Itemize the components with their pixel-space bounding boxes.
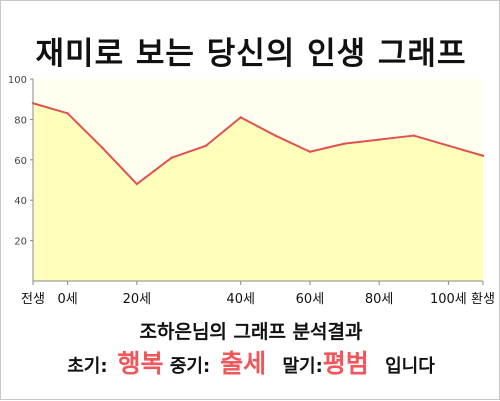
data-point (412, 134, 415, 137)
result-line: 초기: 행복 중기: 출세 말기:평범 입니다 (1, 347, 500, 384)
x-tick-label: 20세 (123, 292, 152, 307)
series-area (33, 103, 483, 282)
x-tick-label: 60세 (296, 292, 325, 307)
data-point (204, 144, 208, 147)
analysis-summary: 조하은님의 그래프 분석결과 (139, 321, 363, 343)
data-point (481, 154, 485, 157)
data-point (447, 144, 450, 147)
late-label: 말기: (282, 356, 323, 377)
x-tick-label: 80세 (365, 292, 394, 307)
data-point (343, 142, 346, 145)
middle-value: 출세 (220, 349, 267, 378)
data-point (377, 138, 381, 141)
early-value: 행복 (117, 349, 164, 378)
y-tick-label: 100 (8, 75, 27, 86)
y-tick-label: 20 (14, 237, 27, 248)
y-tick-label: 60 (14, 156, 27, 167)
x-tick-label: 40세 (226, 292, 255, 307)
x-tick-label: 환생 (471, 292, 495, 307)
result-suffix: 입니다 (385, 356, 435, 377)
data-point (135, 182, 139, 186)
late-value: 평범 (322, 349, 369, 378)
data-point (66, 112, 69, 115)
data-point (308, 150, 312, 153)
x-tick-label: 전생 (21, 292, 45, 307)
data-point (170, 156, 173, 159)
series-line (32, 102, 484, 186)
y-tick-label: 80 (14, 115, 27, 126)
x-tick-label: 100세 (430, 292, 467, 307)
data-point (239, 116, 242, 119)
middle-label: 중기: (169, 356, 211, 377)
data-point (101, 146, 104, 149)
y-tick-label: 40 (14, 196, 27, 207)
page-title: 재미로 보는 당신의 인생 그래프 (35, 36, 467, 72)
early-label: 초기: (67, 356, 108, 377)
x-tick-label: 0세 (57, 292, 77, 307)
data-point (274, 134, 277, 137)
